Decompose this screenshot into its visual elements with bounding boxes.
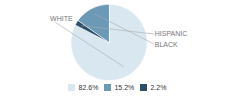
svg-text:WHITE: WHITE (50, 15, 73, 22)
html-text:2.2%: 2.2% (150, 84, 167, 91)
html-text:82.6%: 82.6% (78, 84, 99, 91)
svg-text:BLACK: BLACK (155, 41, 178, 48)
svg-text:HISPANIC: HISPANIC (155, 30, 188, 37)
html-text:15.2%: 15.2% (114, 84, 135, 91)
